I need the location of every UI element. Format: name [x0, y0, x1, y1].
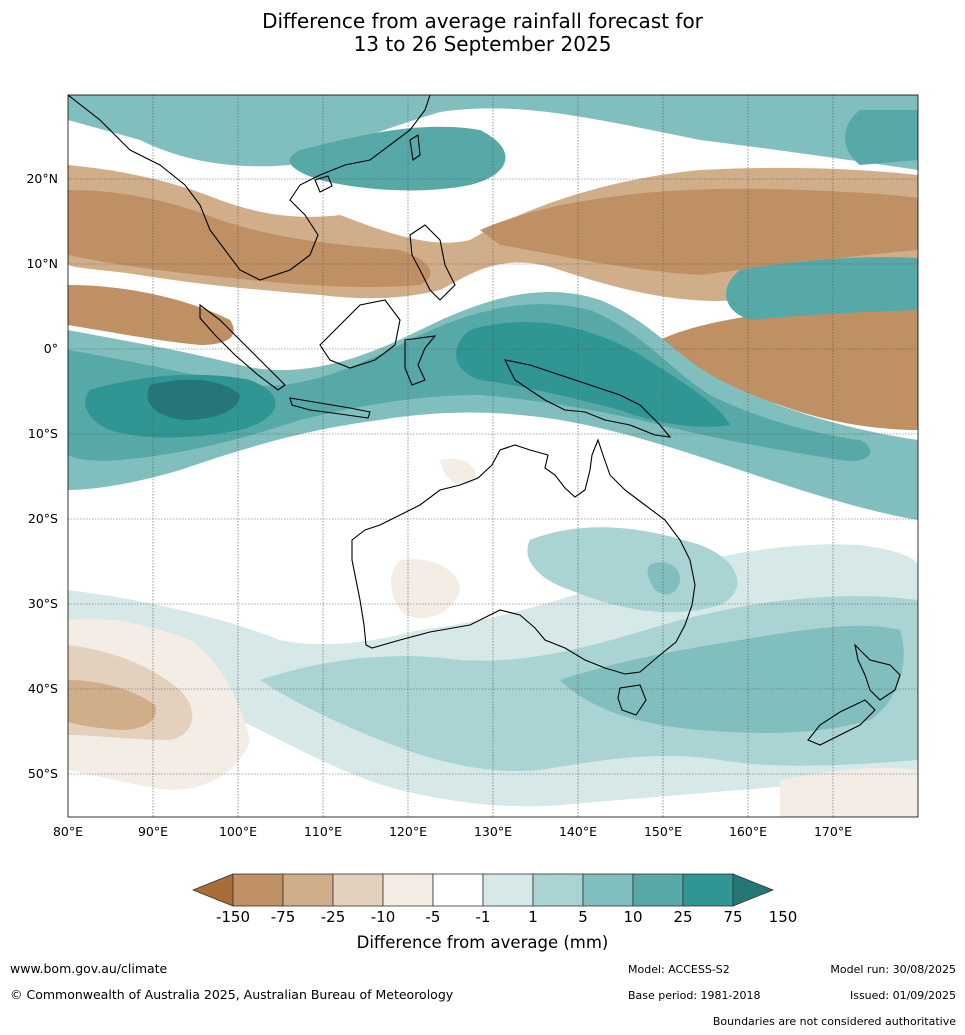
lon-label: 100°E — [219, 824, 257, 839]
issued-text: Issued: 01/09/2025 — [849, 989, 956, 1002]
lon-label: 140°E — [559, 824, 597, 839]
colorbar-tick-label: 1 — [528, 908, 538, 926]
title-line-2: 13 to 26 September 2025 — [353, 32, 612, 56]
lat-label: 10°S — [28, 426, 58, 441]
website-link[interactable]: www.bom.gov.au/climate — [10, 961, 168, 976]
disclaimer-text: Boundaries are not considered authoritat… — [712, 1015, 956, 1028]
lon-label: 150°E — [644, 824, 682, 839]
colorbar-title: Difference from average (mm) — [356, 933, 609, 952]
colorbar-segment — [432, 873, 484, 907]
lat-label: 30°S — [28, 596, 58, 611]
colorbar-tick-label: -25 — [321, 908, 346, 926]
anomaly-dry-east-2 — [660, 305, 918, 430]
colorbar-tick-label: -1 — [476, 908, 491, 926]
mainland-asia-coast — [68, 95, 431, 281]
colorbar-arrow-high — [732, 873, 775, 907]
lon-label: 80°E — [53, 824, 83, 839]
nz-south-coast — [807, 699, 876, 746]
anomaly-northeast-teal — [845, 110, 918, 165]
colorbar-arrow-low — [191, 873, 234, 907]
colorbar-segment — [232, 873, 284, 907]
anomaly-southwest-dry-core — [68, 680, 156, 730]
anomaly-north-teal — [68, 95, 918, 170]
graticule — [68, 95, 918, 817]
sumatra-coast — [199, 303, 286, 391]
anomaly-southeast-dry — [780, 768, 918, 817]
colorbar-segment — [282, 873, 334, 907]
model-run-text: Model run: 30/08/2025 — [830, 963, 956, 976]
anomaly-dry-west-core — [68, 190, 431, 288]
borneo-coast — [319, 299, 401, 369]
lat-label: 20°S — [28, 511, 58, 526]
hainan-coast — [314, 175, 333, 193]
lon-label: 90°E — [138, 824, 168, 839]
coastlines — [68, 95, 901, 746]
map-frame — [67, 94, 919, 818]
copyright-text: © Commonwealth of Australia 2025, Austra… — [10, 987, 454, 1002]
lat-label: 0° — [44, 341, 58, 356]
anomaly-north-teal-dark — [289, 126, 506, 191]
colorbar-tick-label: 75 — [723, 908, 742, 926]
colorbar-segment — [482, 873, 534, 907]
sulawesi-coast — [404, 335, 437, 386]
base-period-text: Base period: 1981-2018 — [628, 989, 761, 1002]
anomaly-wet-band — [68, 291, 918, 520]
colorbar-segment — [532, 873, 584, 907]
colorbar-tick-label: 150 — [769, 908, 798, 926]
lon-label: 130°E — [474, 824, 512, 839]
lat-label: 40°S — [28, 681, 58, 696]
australia-coast — [351, 438, 696, 675]
lat-label: 20°N — [26, 171, 58, 186]
philippines-coast — [409, 224, 456, 301]
lon-label: 170°E — [814, 824, 852, 839]
anomaly-australia-core — [647, 562, 680, 595]
anomaly-southern-core — [560, 625, 904, 733]
new-guinea-coast — [504, 359, 672, 438]
map-title: Difference from average rainfall forecas… — [0, 10, 965, 56]
lon-label: 110°E — [304, 824, 342, 839]
title-line-1: Difference from average rainfall forecas… — [262, 9, 703, 33]
colorbar-tick-label: -5 — [426, 908, 441, 926]
anomaly-australia-east — [527, 527, 738, 613]
colorbar: -150 -75 -25 -10 -5 -1 1 5 10 25 75 150 — [191, 873, 798, 926]
longitude-labels: 80°E 90°E 100°E 110°E 120°E 130°E 140°E 150°E 16… — [53, 824, 852, 839]
anomaly-wet-indian-ocean-core — [147, 379, 240, 420]
colorbar-segment — [332, 873, 384, 907]
colorbar-tick-label: 25 — [673, 908, 692, 926]
lon-label: 160°E — [729, 824, 767, 839]
colorbar-segment — [682, 873, 734, 907]
colorbar-segment — [382, 873, 434, 907]
tasmania-coast — [617, 684, 647, 716]
nz-north-coast — [854, 643, 901, 701]
colorbar-tick-label: 5 — [578, 908, 588, 926]
anomaly-wet-pacific — [726, 257, 918, 320]
latitude-labels: 20°N 10°N 0° 10°S 20°S 30°S 40°S 50°S — [26, 171, 58, 781]
anomaly-dry-band-1-core — [480, 188, 918, 275]
java-coast — [289, 397, 371, 419]
model-text: Model: ACCESS-S2 — [628, 963, 730, 976]
lat-label: 50°S — [28, 766, 58, 781]
taiwan-coast — [409, 134, 421, 161]
anomaly-dry-west-2 — [68, 285, 234, 345]
colorbar-segment — [632, 873, 684, 907]
lat-label: 10°N — [26, 256, 58, 271]
colorbar-tick-label: -10 — [371, 908, 396, 926]
colorbar-tick-label: -150 — [216, 908, 250, 926]
anomaly-australia-dry-2 — [440, 458, 476, 485]
colorbar-tick-label: 10 — [623, 908, 642, 926]
anomaly-wet-newguinea — [456, 322, 730, 427]
colorbar-tick-label: -75 — [271, 908, 296, 926]
lon-label: 120°E — [389, 824, 427, 839]
colorbar-segment — [582, 873, 634, 907]
